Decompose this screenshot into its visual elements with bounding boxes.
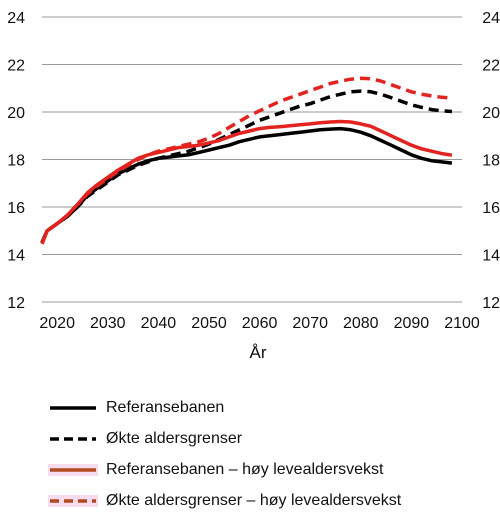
x-axis-title: År <box>250 343 267 362</box>
y-tick-right-22: 22 <box>482 58 500 75</box>
legend-swatch-okte-aldersgrenser <box>50 436 96 441</box>
legend-swatch-referansebanen <box>50 405 96 410</box>
x-tick-2060: 2060 <box>242 315 278 332</box>
y-axis-left: 12 14 16 18 20 22 24 <box>7 10 25 312</box>
y-tick-left-22: 22 <box>7 58 25 75</box>
x-tick-2050: 2050 <box>191 315 227 332</box>
legend-item-referansebanen-hoy: Referansebanen – høy levealdersvekst <box>48 454 401 485</box>
x-tick-2090: 2090 <box>394 315 430 332</box>
legend-label-okte-aldersgrenser: Økte aldersgrenser <box>106 429 243 447</box>
y-tick-left-18: 18 <box>7 153 25 170</box>
y-tick-right-12: 12 <box>482 295 500 312</box>
x-tick-2040: 2040 <box>141 315 177 332</box>
legend-label-referansebanen-hoy: Referansebanen – høy levealdersvekst <box>106 460 384 478</box>
y-tick-left-16: 16 <box>7 200 25 217</box>
series-referansebanen-hoy <box>40 119 453 245</box>
y-axis-right: 12 14 16 18 20 22 24 <box>482 10 500 312</box>
x-tick-2080: 2080 <box>343 315 379 332</box>
legend-label-okte-aldersgrenser-hoy: Økte aldersgrenser – høy levealdersvekst <box>106 491 402 509</box>
series-okte-aldersgrenser-hoy <box>40 76 453 245</box>
x-tick-2020: 2020 <box>39 315 75 332</box>
x-tick-2030: 2030 <box>90 315 126 332</box>
y-tick-left-20: 20 <box>7 105 25 122</box>
legend-item-okte-aldersgrenser-hoy: Økte aldersgrenser – høy levealdersvekst <box>48 485 401 516</box>
legend-swatch-referansebanen-hoy <box>48 463 98 476</box>
y-tick-left-24: 24 <box>7 10 25 27</box>
series-lines <box>40 76 453 245</box>
y-tick-right-20: 20 <box>482 105 500 122</box>
legend-label-referansebanen: Referansebanen <box>106 398 225 416</box>
series-okte-aldersgrenser <box>40 89 453 244</box>
legend: Referansebanen Økte aldersgrenser Refera… <box>48 392 401 516</box>
x-tick-2100: 2100 <box>444 315 480 332</box>
y-tick-right-16: 16 <box>482 200 500 217</box>
legend-item-okte-aldersgrenser: Økte aldersgrenser <box>48 423 401 454</box>
y-tick-right-14: 14 <box>482 248 500 265</box>
y-tick-right-18: 18 <box>482 153 500 170</box>
legend-item-referansebanen: Referansebanen <box>48 392 401 423</box>
y-tick-left-14: 14 <box>7 248 25 265</box>
legend-swatch-okte-aldersgrenser-hoy <box>48 494 98 507</box>
grid-lines <box>42 16 462 303</box>
x-tick-2070: 2070 <box>292 315 328 332</box>
y-tick-left-12: 12 <box>7 295 25 312</box>
y-tick-right-24: 24 <box>482 10 500 27</box>
x-axis: 2020 2030 2040 2050 2060 2070 2080 2090 2100 <box>39 315 480 332</box>
